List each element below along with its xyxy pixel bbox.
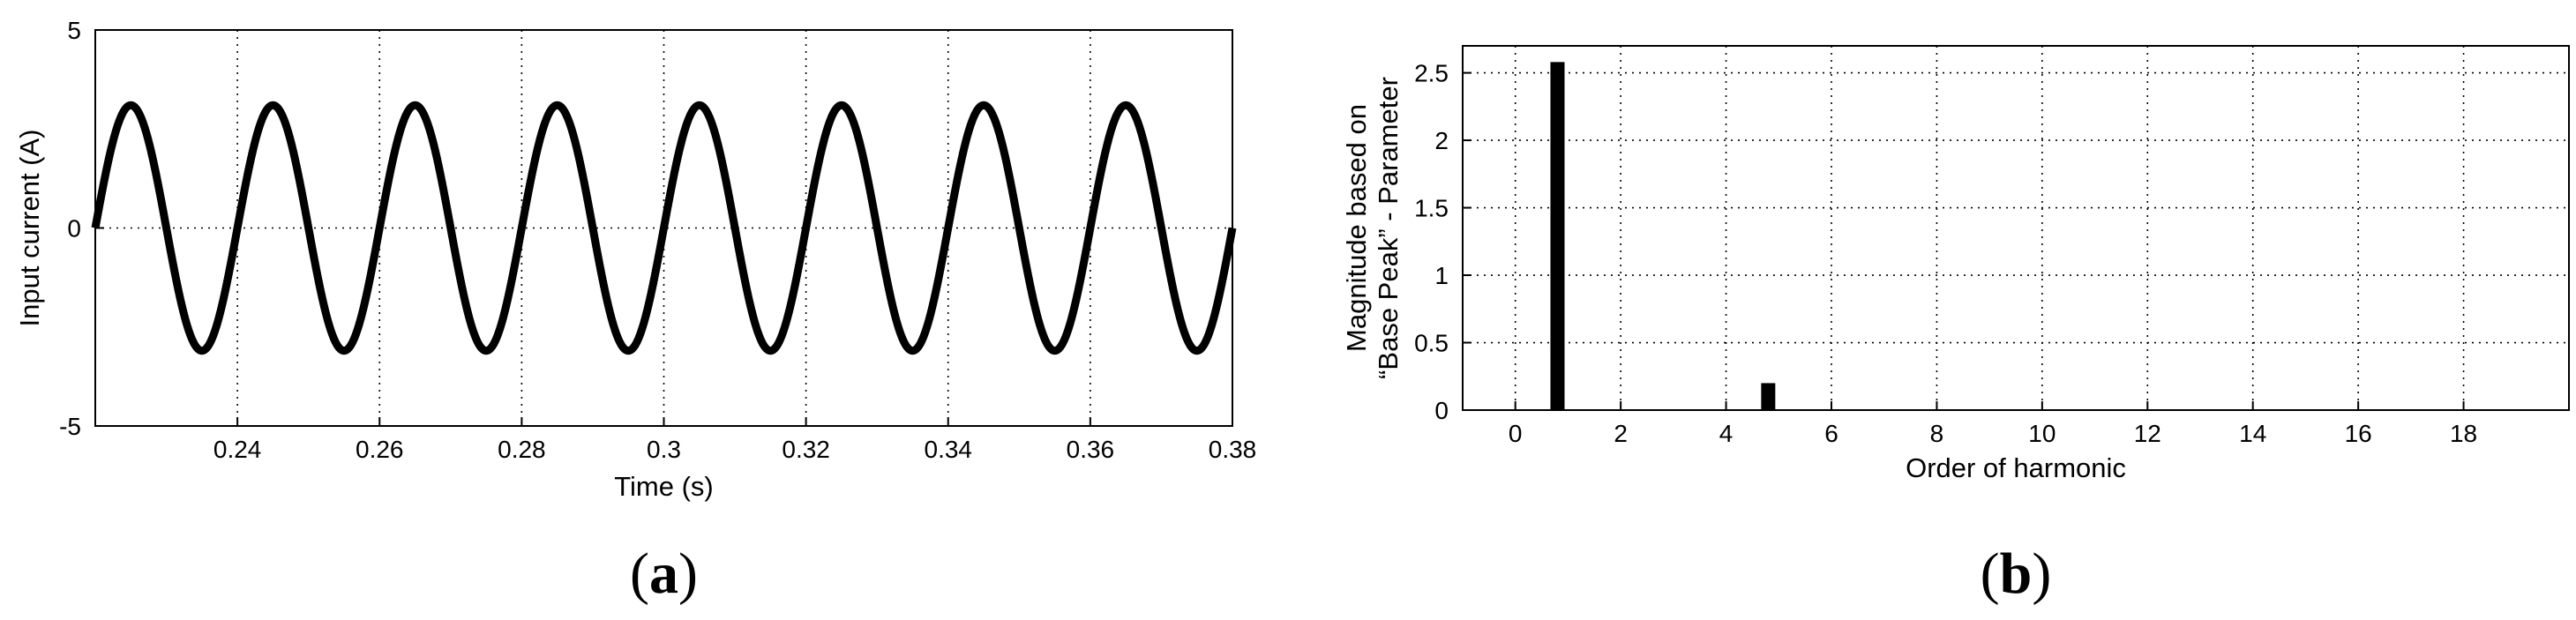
panel-b-y-tick-label: 1.5 (1414, 195, 1449, 222)
panel-b-y-tick-label: 2.5 (1414, 60, 1449, 87)
panel-a-x-tick-label: 0.24 (213, 436, 262, 463)
panel-a-x-tick-label: 0.38 (1209, 436, 1257, 463)
panel-b-y-tick-label: 1 (1434, 262, 1449, 289)
panel-a-y-tick-label: 5 (67, 17, 81, 44)
panel-a-letter: a (649, 542, 678, 606)
panel-a-axes-frame (94, 29, 1233, 427)
harmonic-bar (1761, 383, 1776, 410)
panel-a-x-tick-label: 0.3 (647, 436, 681, 463)
panel-b-x-tick-labels: 0 2 4 6 8 10 12 14 16 18 (1509, 420, 2477, 447)
panel-b-y-tick-label: 2 (1434, 127, 1449, 154)
panel-b-x-tick-label: 0 (1509, 420, 1523, 447)
panel-b-y-axis-label-line1: Magnitude based on (1341, 104, 1372, 352)
panel-b-y-tick-labels: 0 0.5 1 1.5 2 2.5 (1414, 60, 1449, 424)
panel-b-tick-marks (1463, 71, 2465, 411)
panel-a-y-tick-labels: -5 0 5 (59, 17, 81, 440)
panel-b-y-tick-label: 0.5 (1414, 330, 1449, 357)
panel-b-x-tick-label: 14 (2239, 420, 2266, 447)
panel-a-x-tick-label: 0.32 (782, 436, 830, 463)
panel-a-x-tick-label: 0.34 (925, 436, 973, 463)
panel-a-x-tick-labels: 0.24 0.26 0.28 0.3 0.32 0.34 0.36 0.38 (213, 436, 1256, 463)
panel-a-x-axis-label: Time (s) (614, 471, 714, 502)
panel-b-x-tick-label: 6 (1824, 420, 1838, 447)
harmonic-bar (1550, 62, 1565, 410)
panel-b-harmonic-spectrum-chart: 0 2 4 6 8 10 12 14 16 18 0 0.5 1 1.5 2 2.5 Order of ha… (1341, 45, 2570, 606)
panel-a-time-domain-chart: 0.24 0.26 0.28 0.3 0.32 0.34 0.36 0.38 -5 0 5 Tim… (14, 17, 1256, 606)
panel-b-bars (1550, 62, 1776, 410)
panel-b-caption-label: (b) (1981, 542, 2052, 606)
panel-b-x-tick-label: 12 (2134, 420, 2161, 447)
panel-b-axes-frame (1462, 45, 2570, 411)
panel-b-y-tick-label: 0 (1434, 397, 1449, 424)
input-current-waveform (91, 101, 1237, 355)
panel-b-x-axis-label: Order of harmonic (1906, 452, 2126, 483)
panel-b-x-tick-label: 4 (1719, 420, 1734, 447)
panel-a-x-tick-label: 0.28 (498, 436, 546, 463)
panel-b-x-tick-label: 2 (1614, 420, 1628, 447)
panel-b-x-tick-label: 8 (1930, 420, 1944, 447)
panel-a-y-axis-label: Input current (A) (14, 130, 45, 327)
panel-a-y-tick-label: 0 (67, 215, 81, 243)
panel-b-grid (1463, 46, 2569, 410)
panel-b-y-axis-label-line2: “Base Peak” - Parameter (1373, 77, 1404, 379)
panel-b-x-tick-label: 16 (2345, 420, 2372, 447)
panel-a-y-tick-label: -5 (59, 413, 81, 440)
panel-b-letter: b (2000, 542, 2033, 606)
panel-b-x-tick-label: 10 (2028, 420, 2056, 447)
panel-b-x-tick-label: 18 (2450, 420, 2477, 447)
panel-a-caption-label: (a) (630, 542, 698, 606)
panel-a-x-tick-label: 0.26 (356, 436, 404, 463)
panel-a-x-tick-label: 0.36 (1067, 436, 1115, 463)
